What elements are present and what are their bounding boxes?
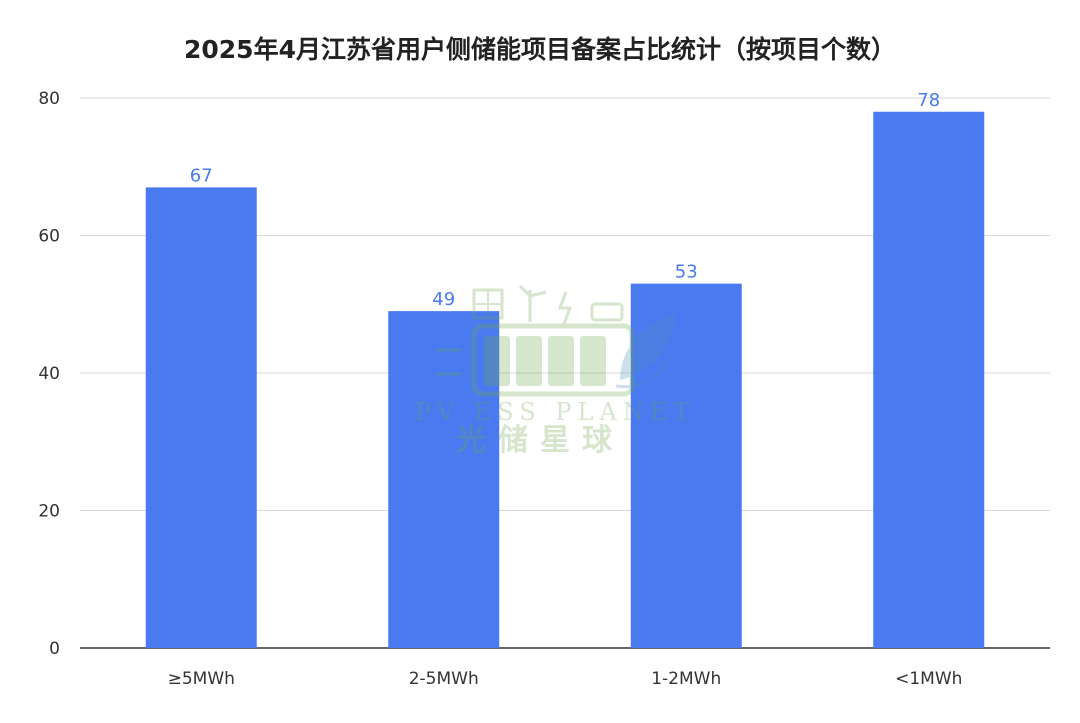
y-axis: 0 20 40 60 80: [38, 89, 60, 659]
watermark: PV ESS PLANET 光储星球: [415, 284, 696, 458]
bars: [145, 111, 985, 648]
y-tick-label: 20: [38, 502, 60, 522]
y-tick-label: 80: [38, 89, 60, 109]
x-axis: ≥5MWh 2-5MWh 1-2MWh <1MWh: [168, 669, 963, 689]
y-tick-label: 0: [49, 639, 60, 659]
data-label: 78: [917, 90, 940, 111]
bar: [145, 187, 257, 648]
y-tick-label: 40: [38, 364, 60, 384]
data-label: 53: [675, 262, 698, 283]
battery-leaf-logo-icon: [436, 284, 676, 397]
watermark-text-cn: 光储星球: [456, 423, 624, 458]
x-tick-label: 1-2MWh: [651, 669, 721, 689]
y-tick-label: 60: [38, 227, 60, 247]
bar: [630, 283, 742, 648]
data-label: 49: [432, 289, 455, 310]
bar: [873, 111, 985, 648]
x-tick-label: <1MWh: [895, 669, 962, 689]
data-labels: 67 49 53 78: [190, 90, 940, 310]
chart-title: 2025年4月江苏省用户侧储能项目备案占比统计（按项目个数）: [184, 35, 896, 64]
watermark-text-en: PV ESS PLANET: [415, 398, 696, 426]
data-label: 67: [190, 165, 213, 186]
x-tick-label: ≥5MWh: [168, 669, 235, 689]
x-tick-label: 2-5MWh: [409, 669, 479, 689]
bar: [388, 311, 500, 648]
